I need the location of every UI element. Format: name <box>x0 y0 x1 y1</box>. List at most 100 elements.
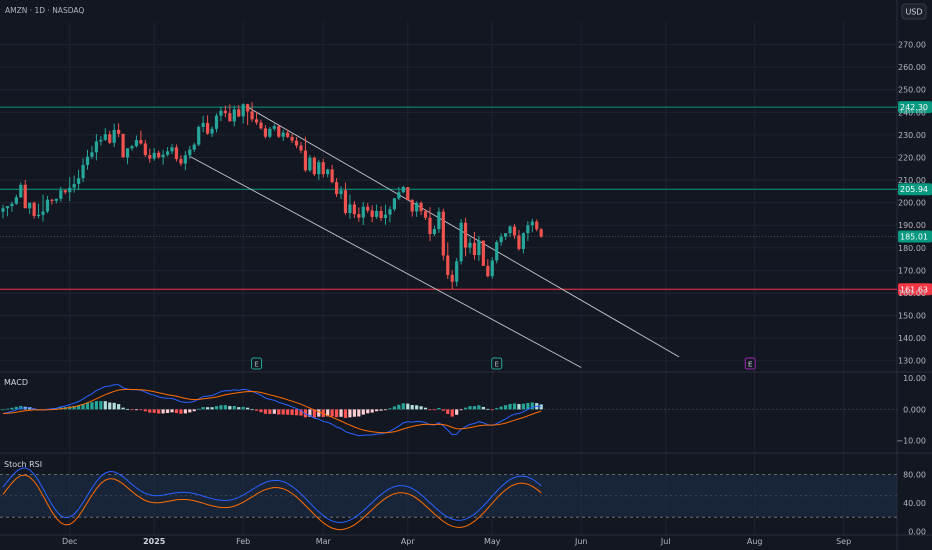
candle-body <box>317 162 321 175</box>
candle-body <box>375 211 379 217</box>
price-tick-label: 260.00 <box>898 63 926 72</box>
candle-body <box>312 157 316 175</box>
macd-histogram-bar <box>388 408 392 410</box>
candle-body <box>286 132 290 137</box>
earnings-marker <box>491 357 503 370</box>
macd-histogram-bar <box>521 403 525 410</box>
candle-body <box>23 184 27 209</box>
macd-line <box>2 384 542 437</box>
candle-body <box>530 221 534 226</box>
macd-histogram-bar <box>286 409 290 415</box>
candle-body <box>192 144 196 150</box>
candle-body <box>1 208 5 212</box>
candle-body <box>415 202 419 212</box>
candle-body <box>68 187 72 193</box>
macd-histogram-bar <box>472 406 477 410</box>
candle-body <box>81 164 85 179</box>
macd-histogram-bar <box>103 401 107 410</box>
macd-histogram-bar <box>139 409 143 411</box>
candle-body <box>428 217 432 235</box>
macd-histogram-bar <box>366 409 370 414</box>
macd-histogram-bar <box>214 406 219 410</box>
candle-body <box>535 221 539 230</box>
earnings-marker-label: E <box>748 361 752 369</box>
macd-histogram-bar <box>352 409 356 417</box>
x-tick-label: 2025 <box>143 537 166 546</box>
macd-histogram-bar <box>112 402 116 410</box>
macd-histogram-bar <box>348 409 352 418</box>
macd-histogram-bar <box>415 405 419 410</box>
x-tick-label: Dec <box>62 537 77 546</box>
candle-body <box>477 240 481 256</box>
candle-body <box>152 152 156 159</box>
level-tag-label: 205.94 <box>900 185 928 194</box>
price-tick-label: 130.00 <box>898 357 926 366</box>
candle-body <box>148 155 152 159</box>
macd-histogram-bar <box>201 407 205 410</box>
currency-label[interactable]: USD <box>905 8 922 17</box>
candle-body <box>281 132 285 137</box>
candle-body <box>28 202 32 209</box>
macd-histogram-bar <box>379 409 383 411</box>
macd-histogram-bar <box>419 406 423 410</box>
macd-tick-label: −10.00 <box>896 437 926 446</box>
candle-body <box>45 199 50 212</box>
candle-body <box>219 110 223 116</box>
candle-body <box>357 214 361 218</box>
macd-histogram-bar <box>5 408 10 410</box>
macd-histogram-bar <box>108 402 112 410</box>
candle-body <box>468 242 472 248</box>
macd-histogram-bar <box>277 409 281 415</box>
candle-body <box>10 203 14 207</box>
macd-histogram-bar <box>90 402 94 410</box>
macd-histogram-bar <box>463 407 468 410</box>
candle-body <box>94 141 99 153</box>
channel-line <box>247 106 680 358</box>
candle-body <box>77 178 81 184</box>
candle-body <box>383 214 388 218</box>
x-tick-label: Sep <box>836 537 851 546</box>
macd-histogram-bar <box>210 407 214 410</box>
macd-histogram-bar <box>446 409 450 414</box>
macd-histogram-bar <box>499 406 503 410</box>
macd-histogram-bar <box>232 405 236 410</box>
candle-body <box>437 211 441 230</box>
price-tick-label: 230.00 <box>898 131 926 140</box>
macd-histogram-bar <box>357 409 361 417</box>
candle-body <box>321 162 325 175</box>
macd-histogram-bar <box>183 409 187 414</box>
candle-body <box>170 147 174 152</box>
stoch-rsi-d-line <box>2 474 542 531</box>
candle-body <box>499 236 503 243</box>
candle-body <box>210 128 214 134</box>
stoch-rsi-tick-label: 80.00 <box>903 470 926 479</box>
candle-body <box>103 134 107 140</box>
currency-button-bg[interactable] <box>901 3 927 20</box>
candle-body <box>495 242 499 261</box>
x-tick-label: May <box>484 537 501 546</box>
candle-body <box>343 190 348 214</box>
candle-body <box>432 229 437 235</box>
macd-histogram-bar <box>219 405 223 410</box>
candle-body <box>277 126 281 137</box>
x-tick-label: Jun <box>574 537 588 546</box>
macd-histogram-bar <box>152 409 156 413</box>
price-tick-label: 250.00 <box>898 86 926 95</box>
level-tag-label: 242.30 <box>900 103 928 112</box>
macd-histogram-bar <box>317 409 321 417</box>
macd-histogram-bar <box>237 407 241 410</box>
candle-body <box>90 152 94 157</box>
earnings-marker <box>744 357 756 370</box>
price-tick-label: 180.00 <box>898 244 926 253</box>
candle-body <box>539 229 543 237</box>
candle-body <box>157 152 161 158</box>
candle-body <box>179 159 183 164</box>
candle-body <box>406 187 410 201</box>
macd-tick-label: 10.00 <box>903 374 926 383</box>
macd-histogram-bar <box>259 409 263 413</box>
candle-body <box>250 111 254 120</box>
level-tag-bg <box>898 183 932 196</box>
x-tick-label: Jul <box>660 537 671 546</box>
